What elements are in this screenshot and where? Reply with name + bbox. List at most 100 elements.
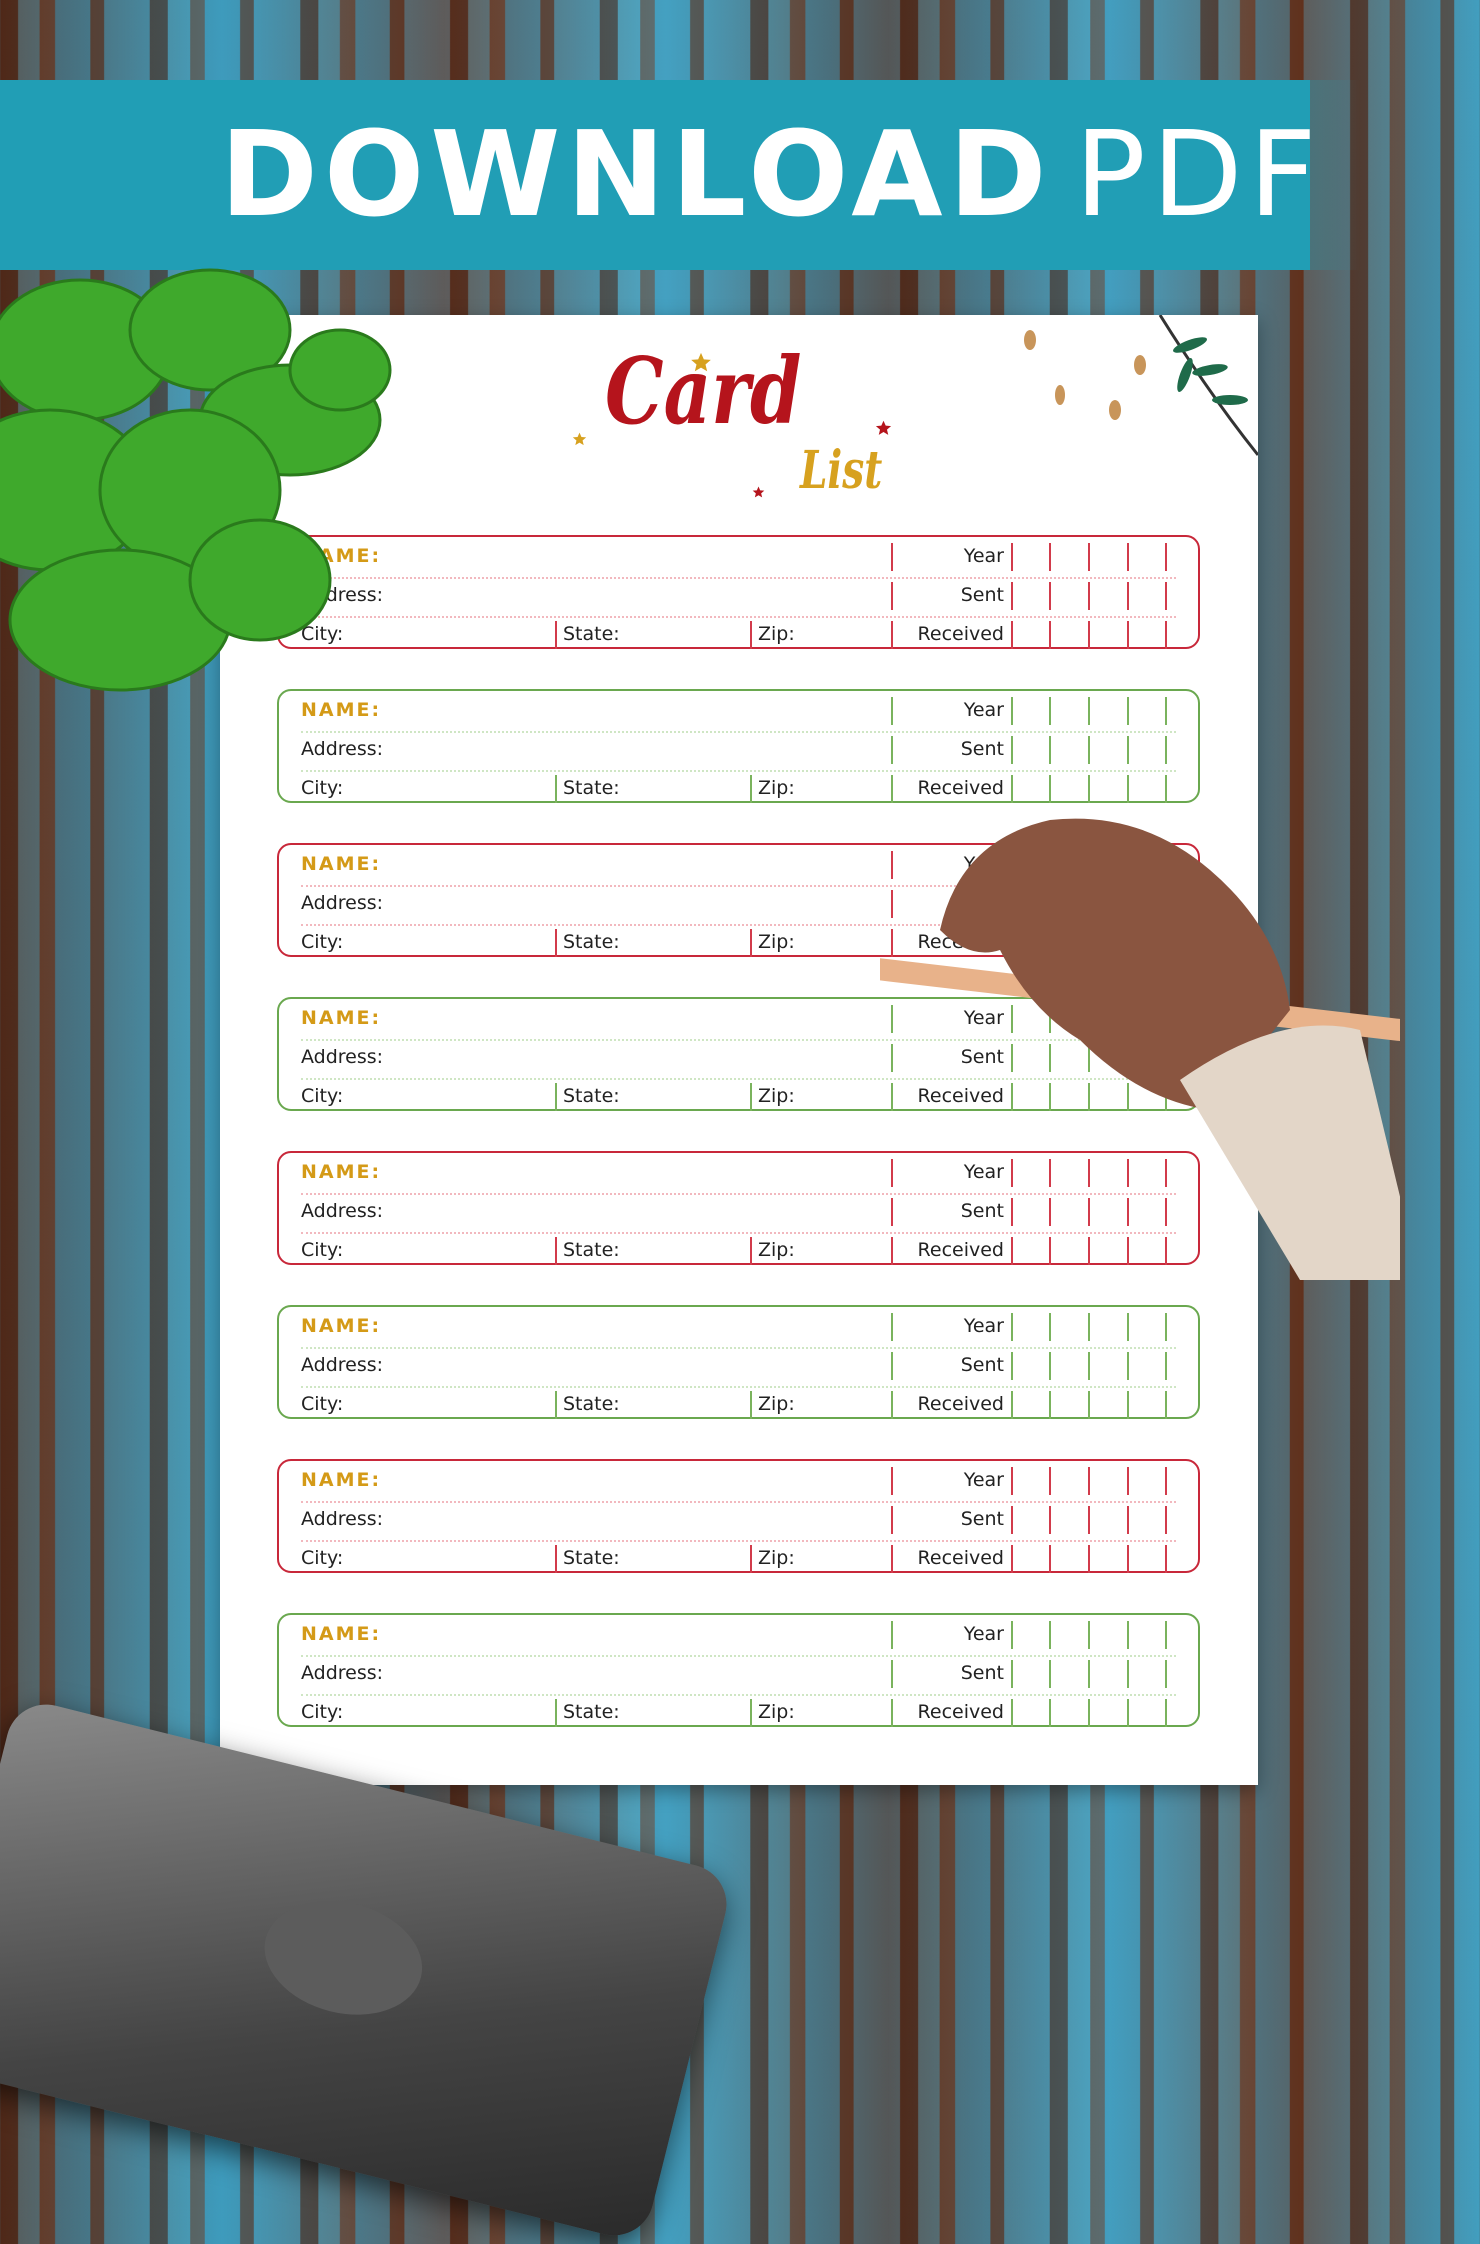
checkbox-column[interactable] (1049, 1660, 1051, 1688)
download-pdf-button[interactable]: DOWNLOAD PDF (220, 112, 1322, 237)
card-row[interactable]: NAME:Year (301, 1463, 1176, 1503)
checkbox-column[interactable] (1088, 621, 1090, 649)
card-row[interactable]: City: State: Zip: Received (301, 1541, 1176, 1579)
checkbox-column[interactable] (1088, 1237, 1090, 1265)
checkbox-column[interactable] (1127, 1699, 1129, 1727)
checkbox-column[interactable] (1127, 621, 1129, 649)
checkbox-column[interactable] (1165, 1391, 1167, 1419)
checkbox-column[interactable] (891, 1237, 893, 1265)
checkbox-column[interactable] (1088, 1506, 1090, 1534)
checkbox-column[interactable] (1127, 697, 1129, 725)
checkbox-column[interactable] (891, 890, 893, 918)
checkbox-column[interactable] (891, 1506, 893, 1534)
checkbox-column[interactable] (1011, 543, 1013, 571)
checkbox-column[interactable] (891, 1391, 893, 1419)
card-row[interactable]: Address:Sent (301, 1194, 1176, 1234)
checkbox-column[interactable] (1127, 1198, 1129, 1226)
checkbox-column[interactable] (1165, 1660, 1167, 1688)
checkbox-column[interactable] (891, 1621, 893, 1649)
card-row[interactable]: NAME:Year (301, 1309, 1176, 1349)
download-banner[interactable] (0, 80, 1310, 270)
checkbox-column[interactable] (891, 775, 893, 803)
checkbox-column[interactable] (1011, 1621, 1013, 1649)
checkbox-column[interactable] (891, 1083, 893, 1111)
checkbox-column[interactable] (1165, 736, 1167, 764)
checkbox-column[interactable] (1049, 1159, 1051, 1187)
checkbox-column[interactable] (1165, 775, 1167, 803)
checkbox-column[interactable] (1011, 1391, 1013, 1419)
card-row[interactable]: Address:Sent (301, 578, 1176, 618)
checkbox-column[interactable] (1049, 1198, 1051, 1226)
card-row[interactable]: Address:Sent (301, 1656, 1176, 1696)
checkbox-column[interactable] (1088, 1352, 1090, 1380)
checkbox-column[interactable] (1049, 1621, 1051, 1649)
checkbox-column[interactable] (1127, 582, 1129, 610)
checkbox-column[interactable] (1049, 1391, 1051, 1419)
checkbox-column[interactable] (1165, 582, 1167, 610)
checkbox-column[interactable] (891, 736, 893, 764)
checkbox-column[interactable] (891, 1699, 893, 1727)
checkbox-column[interactable] (1011, 582, 1013, 610)
checkbox-column[interactable] (1088, 1545, 1090, 1573)
checkbox-column[interactable] (1127, 1621, 1129, 1649)
checkbox-column[interactable] (1165, 1545, 1167, 1573)
checkbox-column[interactable] (1049, 1083, 1051, 1111)
checkbox-column[interactable] (1165, 697, 1167, 725)
checkbox-column[interactable] (1165, 1621, 1167, 1649)
checkbox-column[interactable] (1088, 1198, 1090, 1226)
checkbox-column[interactable] (891, 1313, 893, 1341)
checkbox-column[interactable] (1049, 621, 1051, 649)
checkbox-column[interactable] (1088, 1621, 1090, 1649)
checkbox-column[interactable] (1011, 775, 1013, 803)
checkbox-column[interactable] (1127, 543, 1129, 571)
card-row[interactable]: City: State: Zip: Received (301, 1233, 1176, 1271)
checkbox-column[interactable] (1088, 1044, 1090, 1072)
checkbox-column[interactable] (1049, 1352, 1051, 1380)
checkbox-column[interactable] (1011, 1699, 1013, 1727)
checkbox-column[interactable] (1049, 736, 1051, 764)
checkbox-column[interactable] (1088, 1159, 1090, 1187)
checkbox-column[interactable] (1011, 1159, 1013, 1187)
checkbox-column[interactable] (1088, 1660, 1090, 1688)
checkbox-column[interactable] (891, 697, 893, 725)
checkbox-column[interactable] (1127, 1352, 1129, 1380)
checkbox-column[interactable] (891, 543, 893, 571)
checkbox-column[interactable] (1127, 1467, 1129, 1495)
checkbox-column[interactable] (1049, 697, 1051, 725)
checkbox-column[interactable] (1165, 1237, 1167, 1265)
card-row[interactable]: City: State: Zip: Received (301, 617, 1176, 655)
checkbox-column[interactable] (891, 1044, 893, 1072)
checkbox-column[interactable] (1011, 1198, 1013, 1226)
card-row[interactable]: NAME:Year (301, 539, 1176, 579)
checkbox-column[interactable] (1165, 1352, 1167, 1380)
card-row[interactable]: Address:Sent (301, 1040, 1176, 1080)
checkbox-column[interactable] (1011, 697, 1013, 725)
checkbox-column[interactable] (1165, 1313, 1167, 1341)
checkbox-column[interactable] (1011, 736, 1013, 764)
checkbox-column[interactable] (891, 1545, 893, 1573)
checkbox-column[interactable] (891, 1352, 893, 1380)
checkbox-column[interactable] (1049, 1506, 1051, 1534)
checkbox-column[interactable] (1088, 1699, 1090, 1727)
checkbox-column[interactable] (1011, 621, 1013, 649)
card-row[interactable]: City: State: Zip: Received (301, 1695, 1176, 1733)
checkbox-column[interactable] (1165, 1159, 1167, 1187)
checkbox-column[interactable] (1127, 1083, 1129, 1111)
checkbox-column[interactable] (891, 621, 893, 649)
checkbox-column[interactable] (1011, 1352, 1013, 1380)
checkbox-column[interactable] (1011, 1545, 1013, 1573)
checkbox-column[interactable] (1165, 1699, 1167, 1727)
checkbox-column[interactable] (1088, 1467, 1090, 1495)
card-row[interactable]: Address:Sent (301, 1502, 1176, 1542)
checkbox-column[interactable] (1165, 1198, 1167, 1226)
checkbox-column[interactable] (1165, 1467, 1167, 1495)
checkbox-column[interactable] (1011, 1506, 1013, 1534)
checkbox-column[interactable] (1011, 1467, 1013, 1495)
checkbox-column[interactable] (891, 1198, 893, 1226)
checkbox-column[interactable] (1049, 1699, 1051, 1727)
card-row[interactable]: Address:Sent (301, 732, 1176, 772)
checkbox-column[interactable] (1088, 1313, 1090, 1341)
card-row[interactable]: City: State: Zip: Received (301, 771, 1176, 809)
checkbox-column[interactable] (1011, 1313, 1013, 1341)
checkbox-column[interactable] (1011, 1660, 1013, 1688)
